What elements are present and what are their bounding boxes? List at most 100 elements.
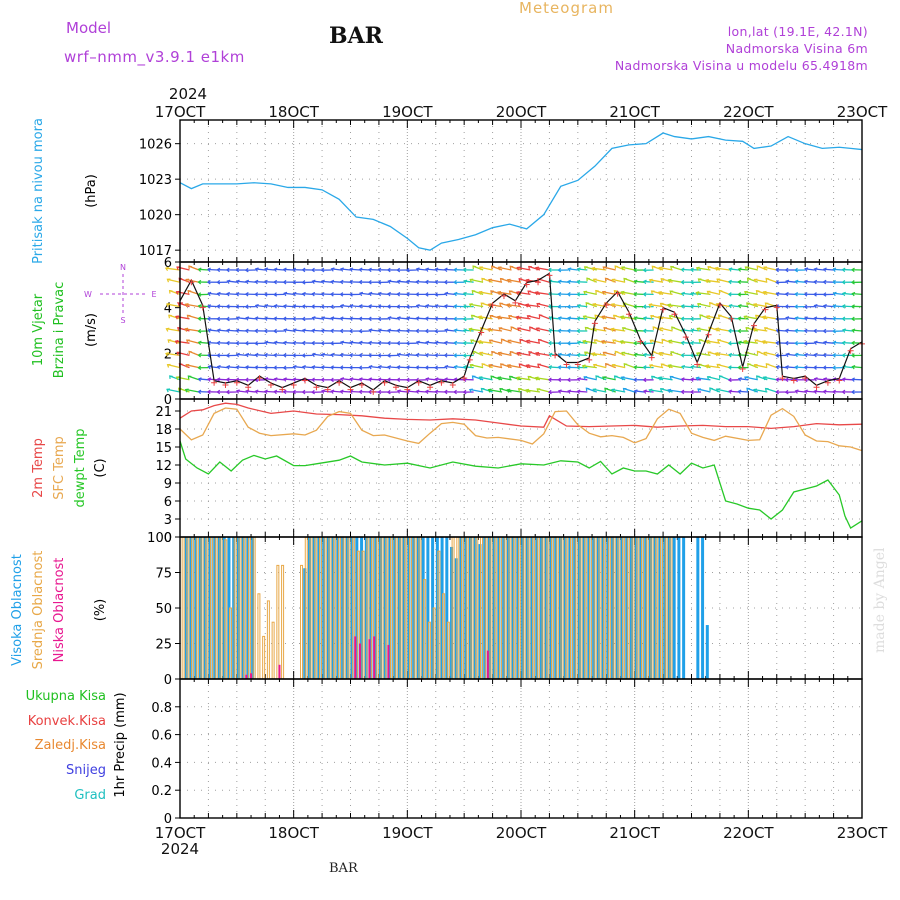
wind-arrow — [592, 328, 607, 332]
wind-arrow-head — [477, 339, 482, 345]
wind-arrow — [716, 388, 730, 393]
wind-arrow-head — [283, 291, 288, 297]
high-cloud-bar — [364, 537, 368, 679]
wind-arrow-head — [488, 278, 492, 283]
wind-arrow-head — [216, 280, 221, 285]
wind-arrow-head — [453, 304, 458, 309]
wind-arrow-head — [176, 351, 181, 356]
high-cloud-bar — [450, 546, 454, 679]
wind-arrow-head — [584, 326, 589, 331]
wind-arrow — [488, 389, 503, 393]
wind-arrow-head — [339, 292, 344, 297]
wind-arrow-head — [717, 339, 721, 343]
wind-arrow-head — [670, 351, 675, 355]
wind-arrow — [516, 376, 531, 381]
wind-arrow — [387, 293, 398, 296]
wind-arrow-head — [478, 290, 483, 295]
wind-arrow-head — [557, 279, 562, 285]
high-cloud-bar — [492, 537, 496, 679]
wind-arrow — [407, 353, 417, 357]
wind-arrow-head — [585, 302, 590, 306]
wind-arrow-head — [216, 291, 221, 297]
wind-arrow-head — [339, 316, 344, 321]
high-cloud-bar — [397, 537, 401, 679]
wind-arrow-head — [506, 364, 511, 369]
cloud-ytick-label: 75 — [155, 567, 172, 582]
wind-arrow — [814, 268, 825, 271]
wind-arrow — [762, 316, 777, 320]
wind-arrow-head — [235, 340, 240, 346]
wind-arrow — [388, 329, 398, 332]
wind-gust-marker — [847, 347, 854, 354]
wind-arrow — [715, 267, 730, 271]
wind-gust-marker — [790, 377, 797, 384]
freezing-rain-label: Zaledj.Kisa — [35, 738, 106, 753]
wind-arrow — [463, 329, 474, 332]
compass-south: S — [120, 316, 125, 325]
wind-arrow-head — [472, 350, 477, 355]
low-cloud-title-group: Niska Oblacnost — [52, 558, 67, 663]
wind-arrow-head — [166, 363, 171, 368]
precip-ytick-label: 0.2 — [151, 784, 172, 799]
wind-arrow-head — [510, 326, 515, 331]
wind-arrow-head — [755, 375, 760, 380]
wind-arrow — [577, 304, 588, 308]
high-cloud-bar — [199, 537, 203, 679]
wind-arrow — [265, 268, 275, 271]
wind-arrow — [804, 317, 815, 320]
wind-arrow-head — [660, 363, 665, 368]
wind-arrow-head — [311, 340, 315, 346]
wind-arrow — [255, 317, 266, 320]
wind-arrow-head — [225, 340, 230, 346]
wind-gust-marker — [392, 384, 399, 391]
wind-arrow-head — [197, 328, 202, 334]
wind-arrow-head — [784, 377, 789, 382]
pressure-ytick-label: 1017 — [139, 244, 172, 259]
wind-arrow-head — [707, 266, 712, 270]
wind-arrow — [593, 388, 607, 393]
mid-cloud-bar — [603, 536, 607, 680]
wind-arrow — [508, 339, 522, 344]
wind-arrow-head — [480, 302, 485, 307]
wind-gust-marker — [290, 382, 297, 389]
wind-arrow-head — [339, 279, 344, 285]
wind-arrow-head — [348, 328, 353, 334]
bottom-date-label: 21OCT — [609, 824, 660, 842]
cloud-ytick-label: 50 — [155, 602, 172, 617]
wind-arrow-head — [611, 278, 616, 283]
wind-arrow-head — [583, 290, 588, 295]
high-cloud-bar — [634, 537, 638, 679]
wind-arrow-head — [633, 279, 638, 285]
wind-arrow-head — [658, 351, 663, 356]
wind-arrow-head — [292, 279, 296, 285]
wind-arrow-head — [405, 267, 410, 273]
wind-arrow — [549, 366, 559, 369]
wind-arrow-head — [245, 279, 250, 285]
wind-arrow — [321, 317, 332, 320]
wind-arrow-head — [185, 363, 190, 368]
wind-arrow-head — [478, 376, 483, 381]
wind-arrow-head — [197, 316, 202, 321]
wind-arrow-head — [515, 376, 520, 381]
wind-arrow-head — [822, 389, 827, 395]
sfc-temp-title-group: SFC Temp — [52, 436, 67, 500]
wind-arrow-head — [479, 351, 484, 356]
wind-arrow — [198, 341, 209, 344]
wind-arrow-head — [681, 328, 686, 333]
wind-arrow-head — [621, 266, 625, 271]
wind-arrow-head — [358, 377, 363, 382]
wind-arrow — [369, 292, 379, 296]
wind-arrow — [602, 376, 616, 381]
wind-arrow-head — [753, 388, 758, 393]
high-cloud-bar — [217, 537, 221, 679]
wind-arrow-head — [754, 339, 759, 344]
low-cloud-bar — [354, 636, 357, 679]
wind-arrow-head — [406, 316, 411, 321]
wind-gust-marker — [222, 382, 229, 389]
wind-arrow-head — [273, 365, 278, 370]
wind-arrow — [634, 317, 645, 320]
wind-arrow-head — [415, 316, 420, 321]
wind-arrow-head — [660, 278, 665, 282]
wind-arrow — [359, 378, 370, 381]
wind-arrow — [634, 280, 645, 283]
